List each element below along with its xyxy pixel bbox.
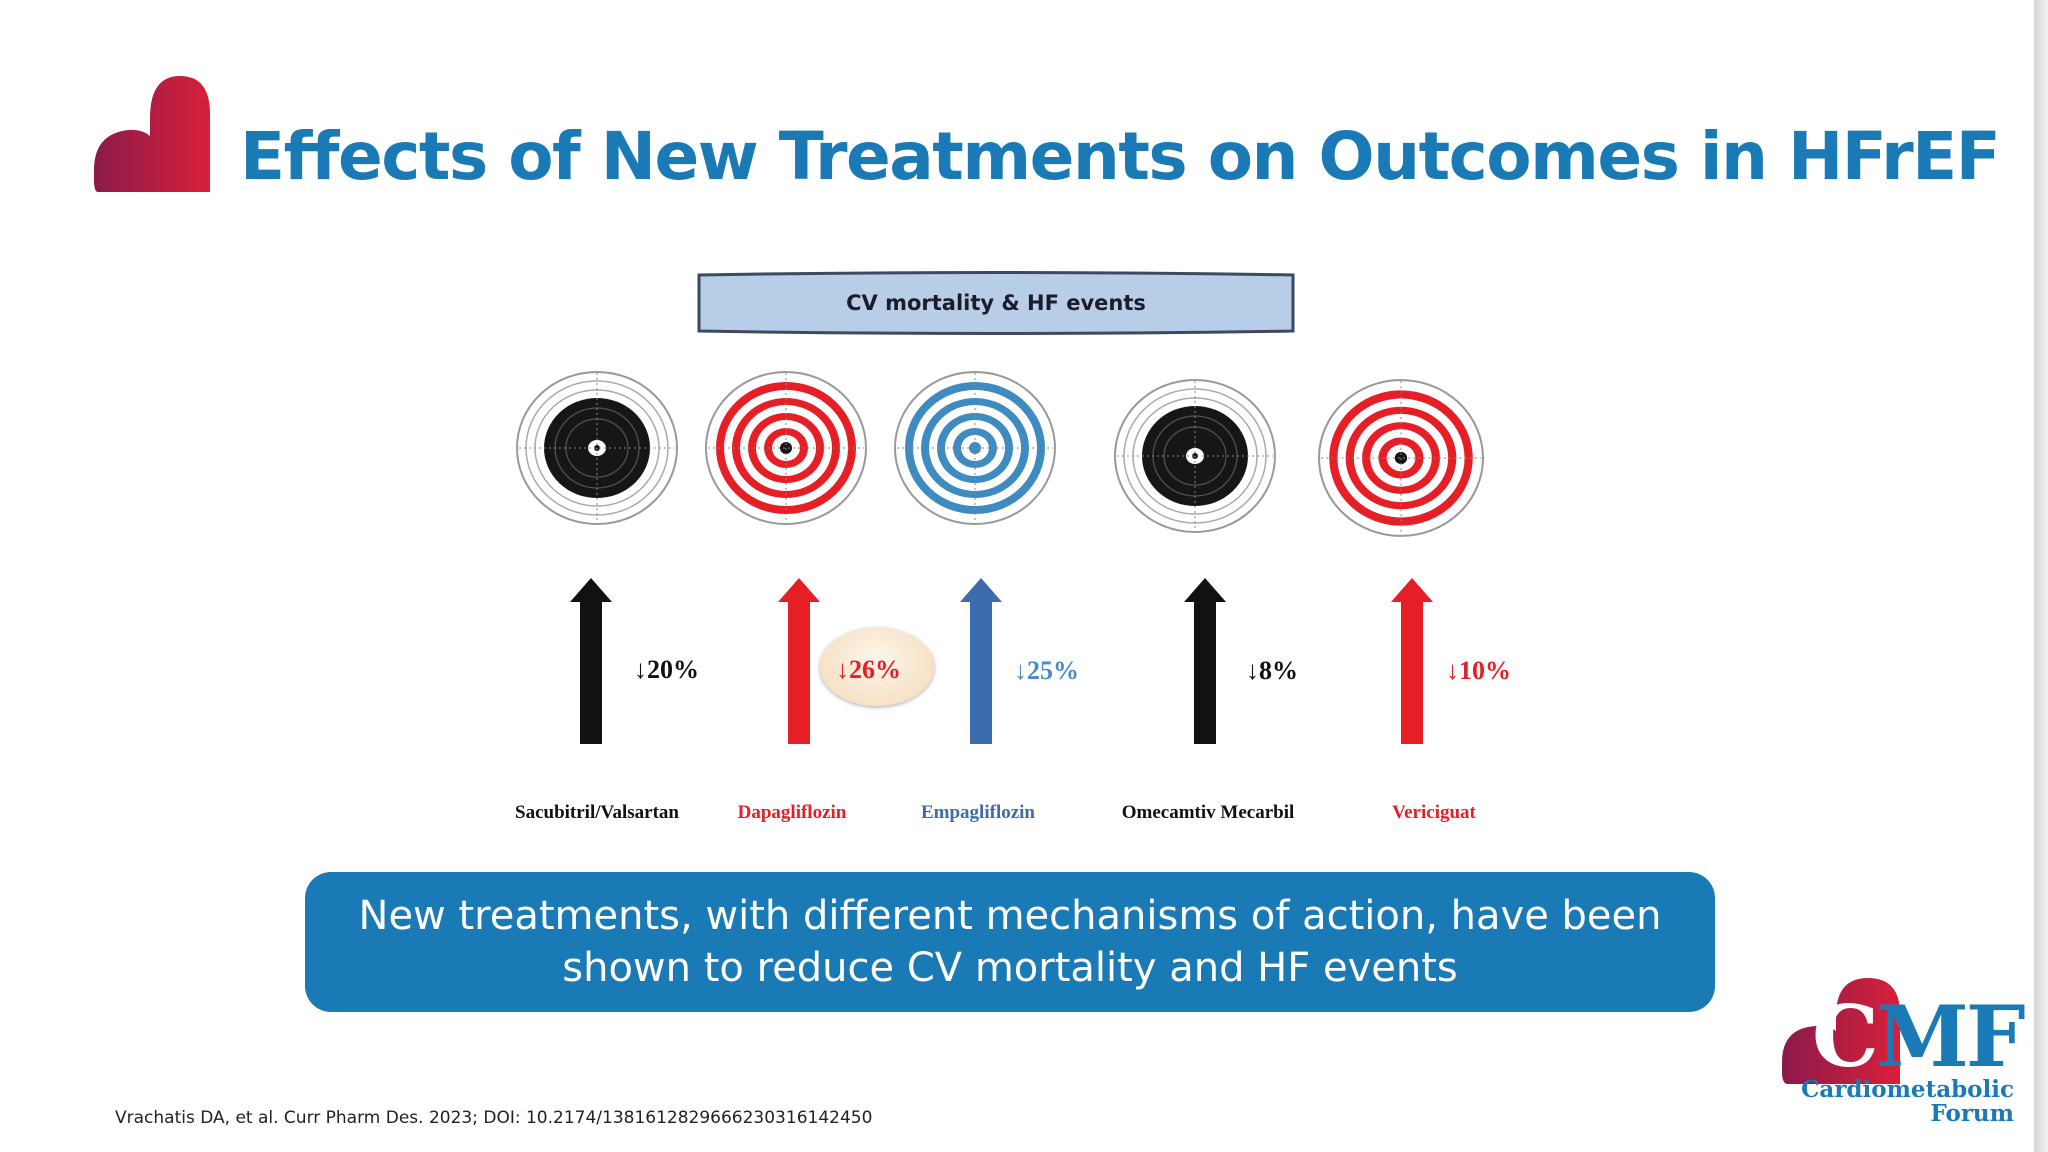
treatment-name: Dapagliflozin bbox=[737, 802, 847, 823]
target-blue-icon bbox=[894, 371, 1056, 525]
target-red-icon bbox=[1317, 379, 1485, 537]
target-red-icon bbox=[705, 371, 867, 525]
reduction-label: ↓26% bbox=[836, 655, 901, 684]
target-black-icon bbox=[1114, 379, 1276, 533]
logo-line1: Cardiometabolic bbox=[1801, 1076, 2014, 1103]
reduction-label: ↓8% bbox=[1246, 656, 1298, 685]
key-message-text: New treatments, with different mechanism… bbox=[358, 893, 1662, 991]
arrow-up-icon bbox=[1184, 578, 1226, 744]
page-title: Effects of New Treatments on Outcomes in… bbox=[240, 118, 2001, 195]
key-message-box: New treatments, with different mechanism… bbox=[305, 872, 1715, 1012]
treatment-name: Empagliflozin bbox=[920, 802, 1036, 823]
logo-wordmark: CMF bbox=[1812, 992, 2025, 1082]
citation: Vrachatis DA, et al. Curr Pharm Des. 202… bbox=[115, 1108, 873, 1128]
treatment-name: Omecamtiv Mecarbil bbox=[1121, 802, 1295, 823]
window-right-edge bbox=[2034, 0, 2048, 1152]
arrow-up-icon bbox=[960, 578, 1002, 744]
treatment-name: Sacubitril/Valsartan bbox=[515, 802, 679, 823]
highlight-oval bbox=[820, 628, 934, 706]
reduction-label: ↓25% bbox=[1014, 656, 1079, 685]
logo-letters: MF bbox=[1875, 987, 2026, 1086]
outcome-banner bbox=[697, 271, 1295, 335]
logo-heart-icon bbox=[1782, 978, 1900, 1084]
reduction-label: ↓20% bbox=[634, 655, 699, 684]
logo-subtitle: Cardiometabolic Forum bbox=[1801, 1078, 2014, 1126]
target-black-icon bbox=[516, 371, 678, 525]
logo-letter-c: C bbox=[1812, 987, 1879, 1086]
treatment-name: Vericiguat bbox=[1392, 802, 1476, 823]
outcome-banner-label: CV mortality & HF events bbox=[846, 291, 1146, 315]
arrow-up-icon bbox=[778, 578, 820, 744]
logo-line2: Forum bbox=[1930, 1100, 2014, 1127]
heart-icon bbox=[94, 76, 210, 192]
arrow-up-icon bbox=[570, 578, 612, 744]
arrow-up-icon bbox=[1391, 578, 1433, 744]
reduction-label: ↓10% bbox=[1446, 656, 1511, 685]
